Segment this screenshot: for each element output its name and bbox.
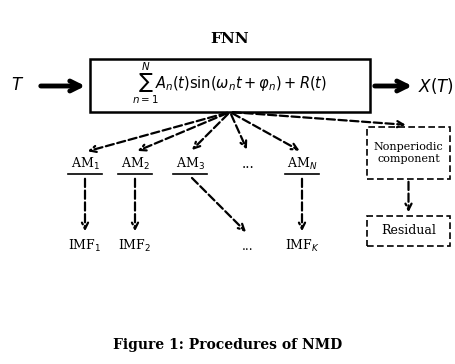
Text: ...: ... [242, 240, 253, 253]
FancyBboxPatch shape [90, 59, 369, 112]
Text: AM$_2$: AM$_2$ [121, 156, 149, 172]
Text: $T$: $T$ [11, 78, 25, 95]
Text: AM$_3$: AM$_3$ [175, 156, 204, 172]
Text: AM$_1$: AM$_1$ [71, 156, 99, 172]
Text: IMF$_2$: IMF$_2$ [118, 238, 151, 254]
FancyBboxPatch shape [366, 216, 449, 246]
Text: $X(T)$: $X(T)$ [417, 76, 453, 96]
Text: IMF$_1$: IMF$_1$ [68, 238, 101, 254]
Text: FNN: FNN [210, 32, 249, 46]
Text: IMF$_K$: IMF$_K$ [284, 238, 318, 254]
Text: Nonperiodic
component: Nonperiodic component [373, 142, 442, 164]
Text: Residual: Residual [380, 225, 435, 237]
Text: ...: ... [241, 157, 254, 171]
Text: AM$_N$: AM$_N$ [286, 156, 317, 172]
Text: Figure 1: Procedures of NMD: Figure 1: Procedures of NMD [113, 338, 342, 352]
Text: $\sum_{n=1}^{N}\!A_n(t)\sin(\omega_n t+\varphi_n)+R(t)$: $\sum_{n=1}^{N}\!A_n(t)\sin(\omega_n t+\… [132, 61, 327, 106]
FancyBboxPatch shape [366, 127, 449, 179]
